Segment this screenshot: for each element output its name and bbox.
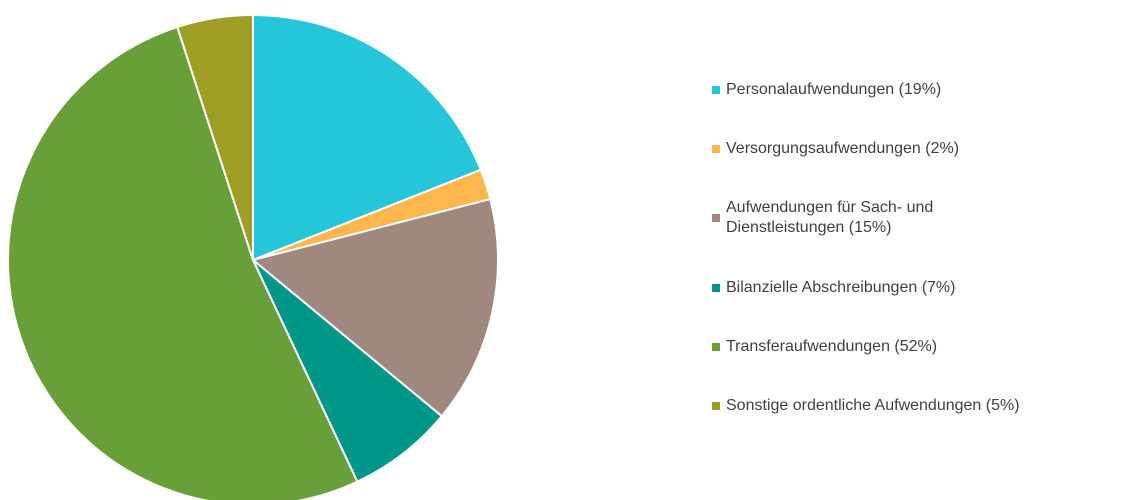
legend-label: Aufwendungen für Sach- und Dienstleistun… (726, 199, 934, 237)
pie-slice (7, 25, 359, 500)
legend-swatch (712, 402, 720, 411)
legend-swatch (712, 144, 720, 153)
pie-chart (7, 13, 499, 500)
legend-label: Versorgungsaufwendungen (2%) (726, 139, 960, 157)
legend-item: Bilanzielle Abschreibungen (7%) (712, 278, 1122, 298)
legend-label: Bilanzielle Abschreibungen (7%) (726, 278, 956, 296)
pie-slice (250, 197, 499, 418)
legend-item: Aufwendungen für Sach- und Dienstleistun… (712, 198, 1122, 238)
legend-label: Transferaufwendungen (52%) (726, 337, 938, 355)
legend-label: Sonstige ordentliche Aufwendungen (5%) (726, 397, 1020, 415)
legend-swatch (712, 85, 720, 94)
legend-swatch (712, 342, 720, 351)
legend: Personalaufwendungen (19%) Versorgungsauf… (712, 60, 1122, 436)
pie-slice (252, 259, 444, 484)
legend-item: Versorgungsaufwendungen (2%) (712, 139, 1122, 159)
pie-slice (176, 13, 254, 261)
legend-item: Sonstige ordentliche Aufwendungen (5%) (712, 396, 1122, 416)
legend-swatch (712, 214, 720, 223)
pie-slice (252, 13, 483, 262)
legend-item: Personalaufwendungen (19%) (712, 80, 1122, 100)
legend-swatch (712, 283, 720, 292)
legend-label: Personalaufwendungen (19%) (726, 80, 942, 98)
legend-item: Transferaufwendungen (52%) (712, 337, 1122, 357)
